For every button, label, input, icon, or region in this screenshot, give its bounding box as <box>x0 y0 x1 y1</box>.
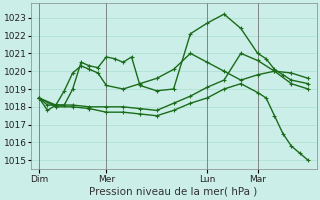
X-axis label: Pression niveau de la mer( hPa ): Pression niveau de la mer( hPa ) <box>90 187 258 197</box>
